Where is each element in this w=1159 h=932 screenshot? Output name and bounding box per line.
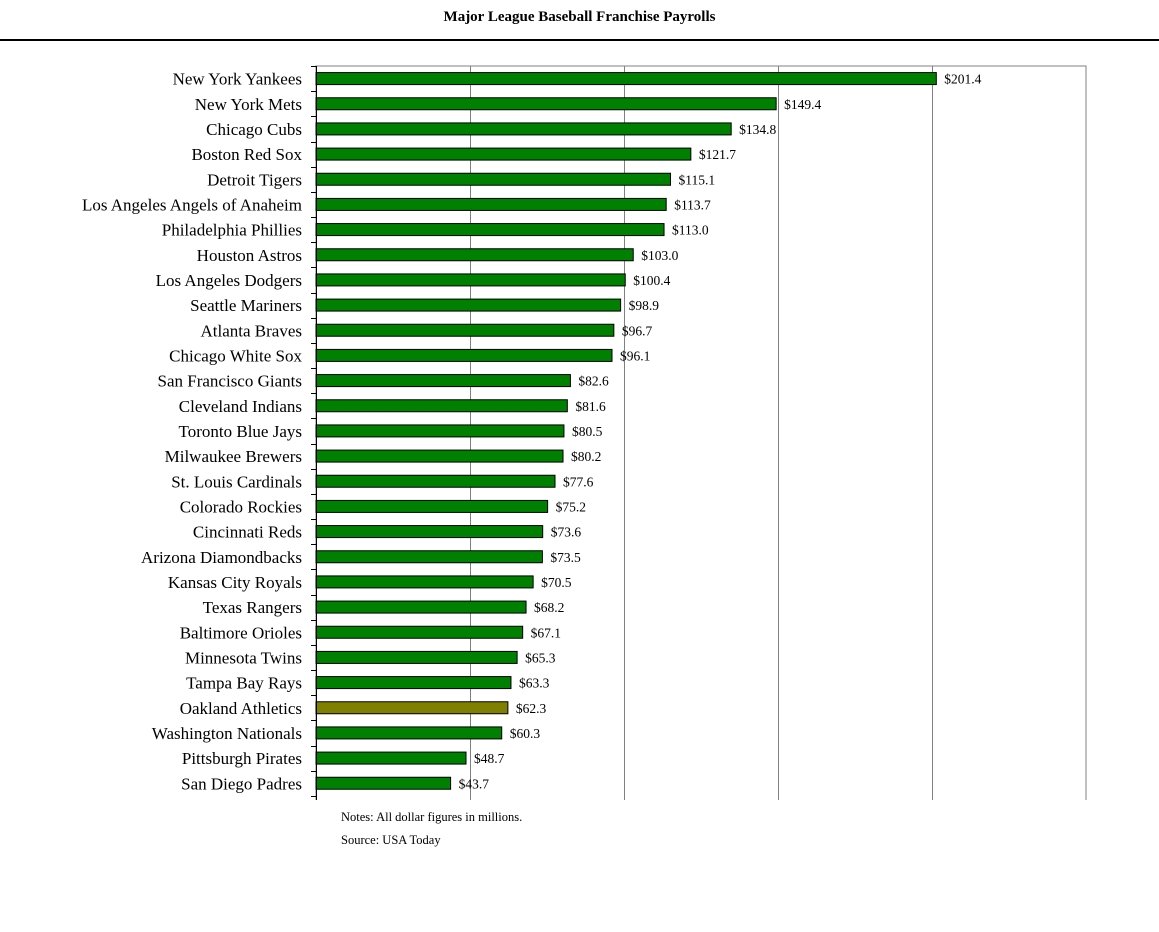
data-label: $201.4: [944, 72, 981, 87]
bar: [315, 424, 565, 438]
category-label: Texas Rangers: [203, 598, 302, 617]
bar: [315, 751, 467, 765]
bar: [315, 676, 512, 690]
data-label: $48.7: [474, 751, 505, 766]
data-label: $81.6: [575, 399, 606, 414]
category-label: New York Yankees: [173, 70, 302, 89]
bar: [315, 122, 732, 136]
data-label: $73.6: [551, 525, 582, 540]
data-label: $70.5: [541, 575, 572, 590]
data-label: $134.8: [739, 122, 776, 137]
source-text: Source: USA Today: [341, 833, 441, 847]
bar: [315, 248, 634, 262]
category-label: Pittsburgh Pirates: [182, 749, 302, 768]
bar: [315, 374, 571, 388]
category-label: Boston Red Sox: [191, 145, 302, 164]
bar: [315, 348, 613, 362]
chart-title: Major League Baseball Franchise Payrolls: [443, 9, 716, 25]
data-label: $96.1: [620, 348, 650, 363]
data-label: $67.1: [531, 625, 561, 640]
category-label: Chicago Cubs: [206, 120, 302, 139]
bar-chart: $201.4 New York Yankees $149.4 New York Met…: [82, 65, 1087, 800]
bar: [315, 600, 527, 614]
bar: [315, 323, 615, 337]
bar: [315, 298, 622, 312]
category-label: Minnesota Twins: [185, 648, 302, 667]
bar: [315, 449, 564, 463]
bar: [315, 650, 518, 664]
bar: [315, 550, 543, 564]
bar: [315, 147, 692, 161]
category-label: Los Angeles Angels of Anaheim: [82, 195, 302, 214]
category-label: Arizona Diamondbacks: [141, 548, 302, 567]
bar: [315, 97, 777, 111]
category-label: Milwaukee Brewers: [165, 447, 302, 466]
data-label: $82.6: [578, 374, 609, 389]
category-label: Los Angeles Dodgers: [156, 271, 302, 290]
bar: [315, 197, 667, 211]
bar: [315, 223, 665, 237]
chart-notes: Notes: All dollar figures in millions. S…: [341, 806, 522, 852]
category-label: Toronto Blue Jays: [179, 422, 302, 441]
category-label: Cincinnati Reds: [193, 523, 302, 542]
data-label: $80.2: [571, 449, 601, 464]
data-label: $100.4: [633, 273, 670, 288]
category-label: Washington Nationals: [152, 724, 302, 743]
category-label: Florida Marlins: [196, 799, 302, 800]
data-label: $68.2: [534, 600, 564, 615]
category-label: Detroit Tigers: [207, 170, 302, 189]
category-label: Philadelphia Phillies: [162, 221, 302, 240]
category-label: Oakland Athletics: [180, 699, 302, 718]
category-label: Seattle Mariners: [190, 296, 302, 315]
data-label: $65.3: [525, 650, 556, 665]
data-label: $103.0: [641, 248, 678, 263]
bar: [315, 474, 556, 488]
bar: [315, 499, 549, 513]
data-label: $96.7: [622, 323, 653, 338]
category-label: Kansas City Royals: [168, 573, 302, 592]
category-label: Atlanta Braves: [201, 321, 303, 340]
data-label: $73.5: [550, 550, 581, 565]
data-label: $75.2: [556, 499, 586, 514]
bar: [315, 72, 937, 86]
data-label: $43.7: [459, 776, 490, 791]
data-label: $63.3: [519, 676, 550, 691]
category-label: San Diego Padres: [181, 774, 302, 793]
notes-text: Notes: All dollar figures in millions.: [341, 810, 523, 824]
bar: [315, 273, 626, 287]
data-label: $62.3: [516, 701, 547, 716]
data-label: $113.7: [674, 197, 711, 212]
bar: [315, 575, 534, 589]
data-label: $80.5: [572, 424, 603, 439]
category-label: St. Louis Cardinals: [171, 472, 302, 491]
data-label: $98.9: [629, 298, 660, 313]
title-rule: [0, 39, 1159, 41]
category-label: Chicago White Sox: [169, 346, 302, 365]
data-label: $77.6: [563, 474, 594, 489]
bar: [315, 399, 568, 413]
data-label: $149.4: [784, 97, 821, 112]
data-label: $113.0: [672, 223, 709, 238]
category-label: Cleveland Indians: [179, 397, 302, 416]
bar: [315, 172, 672, 186]
data-label: $115.1: [679, 172, 716, 187]
bar: [315, 776, 452, 790]
data-label: $121.7: [699, 147, 736, 162]
data-label: $60.3: [510, 726, 541, 741]
category-label: Baltimore Orioles: [180, 623, 302, 642]
category-label: New York Mets: [195, 95, 302, 114]
bar: [315, 726, 503, 740]
bar: [315, 701, 509, 715]
category-label: Colorado Rockies: [180, 497, 302, 516]
category-label: Houston Astros: [197, 246, 302, 265]
category-label: Tampa Bay Rays: [186, 674, 302, 693]
bar: [315, 625, 524, 639]
bar: [315, 525, 544, 539]
category-label: San Francisco Giants: [158, 372, 302, 391]
